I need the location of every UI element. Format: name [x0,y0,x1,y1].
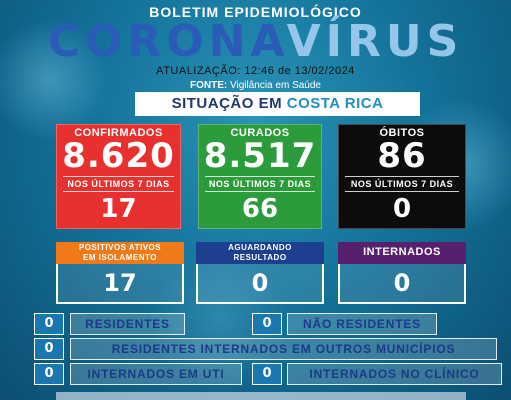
main-title: CORONAVÍRUS [0,14,511,70]
cured-week-value: 66 [241,194,279,224]
deaths-card: ÓBITOS 86 NOS ÚLTIMOS 7 DIAS 0 [338,124,466,229]
awaiting-label: AGUARDANDO RESULTADO [196,242,324,264]
source-line: FONTE: Vigilância em Saúde [0,80,511,91]
divider [63,191,174,192]
non-residents-label: NÃO RESIDENTES [287,313,437,335]
place-name: COSTA RICA [286,95,384,112]
main-title-part-b: VÍRUS [286,16,464,67]
confirmed-week-label: NOS ÚLTIMOS 7 DIAS [67,179,170,189]
deaths-week-label: NOS ÚLTIMOS 7 DIAS [350,179,454,189]
icu-label: INTERNADOS EM UTI [70,363,242,385]
residents-label: RESIDENTES [70,313,185,335]
awaiting-label-line1: AGUARDANDO [228,243,292,252]
isolation-value: 17 [56,264,184,304]
source-label: FONTE: [190,80,228,91]
hospitalized-value: 0 [338,264,466,304]
confirmed-card: CONFIRMADOS 8.620 NOS ÚLTIMOS 7 DIAS 17 [56,124,181,229]
confirmed-value: 8.620 [62,136,175,176]
update-timestamp: ATUALIZAÇÃO: 12:46 de 13/02/2024 [156,65,355,77]
source-value: Vigilância em Saúde [230,80,321,91]
awaiting-label-line2: RESULTADO [233,253,287,262]
divider [205,191,315,192]
situation-label: SITUAÇÃO EM [171,95,283,112]
deaths-week-value: 0 [392,194,412,224]
isolation-label-line2: EM ISOLAMENTO [83,253,157,262]
icu-count: 0 [34,363,64,385]
non-residents-count: 0 [252,313,282,335]
bulletin-title: BOLETIM EPIDEMIOLÓGICO [149,4,362,20]
hospitalized-card: INTERNADOS 0 [338,242,466,304]
cured-label: CURADOS [230,127,290,139]
residents-count: 0 [34,313,64,335]
awaiting-value: 0 [196,264,324,304]
virus-illustration [0,20,110,140]
clinic-count: 0 [252,363,282,385]
main-title-part-a: CORONA [47,16,287,67]
divider [63,176,174,177]
other-municipalities-label: RESIDENTES INTERNADOS EM OUTROS MUNICÍPI… [70,338,497,360]
isolation-label-line1: POSITIVOS ATIVOS [78,243,162,252]
location-bar: SITUAÇÃO EM COSTA RICA [135,92,420,116]
awaiting-card: AGUARDANDO RESULTADO 0 [196,242,324,304]
divider [205,176,315,177]
cured-week-label: NOS ÚLTIMOS 7 DIAS [208,179,312,189]
cured-card: CURADOS 8.517 NOS ÚLTIMOS 7 DIAS 66 [198,124,322,229]
deaths-label: ÓBITOS [379,127,425,139]
clinic-label: INTERNADOS NO CLÍNICO [287,363,502,385]
other-municipalities-count: 0 [34,338,64,360]
isolation-label: POSITIVOS ATIVOS EM ISOLAMENTO [56,242,184,264]
footer-strip [56,392,466,400]
divider [345,176,459,177]
confirmed-week-value: 17 [100,194,137,224]
deaths-value: 86 [377,136,427,176]
hospitalized-label: INTERNADOS [338,242,466,264]
confirmed-label: CONFIRMADOS [74,127,163,139]
divider [345,191,459,192]
cured-value: 8.517 [203,136,317,176]
isolation-card: POSITIVOS ATIVOS EM ISOLAMENTO 17 [56,242,184,304]
